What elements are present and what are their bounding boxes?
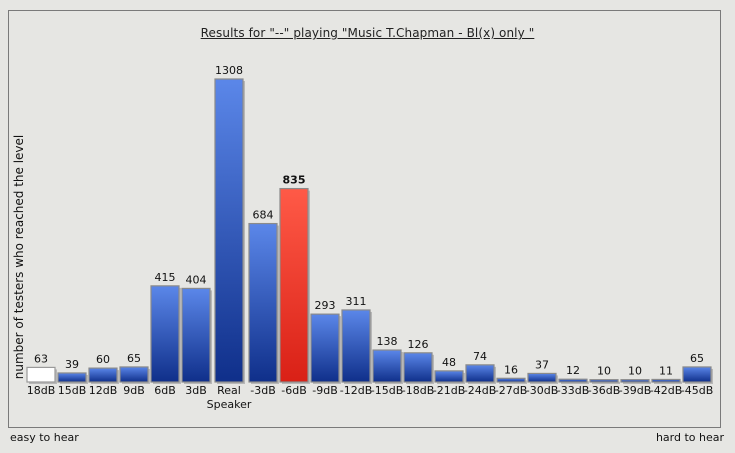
bar-group: 65 9dB xyxy=(119,352,150,397)
easy-to-hear-label: easy to hear xyxy=(10,431,79,444)
bar xyxy=(465,364,495,383)
bar-group: 835 -6dB xyxy=(279,174,310,397)
bar-value-label: 311 xyxy=(346,295,367,308)
bar xyxy=(150,285,180,383)
bar-group: 10 -39dB xyxy=(619,365,652,397)
bar-value-label: 37 xyxy=(535,358,549,371)
bar xyxy=(341,309,371,383)
bar xyxy=(589,379,619,383)
x-tick-label: -6dB xyxy=(281,384,307,397)
bar-value-label: 39 xyxy=(65,358,79,371)
x-tick-label: 3dB xyxy=(185,384,207,397)
bar-value-label: 684 xyxy=(253,209,274,222)
bar-value-label: 11 xyxy=(659,364,673,377)
bar xyxy=(651,378,681,383)
bar xyxy=(310,313,340,383)
bar-group: 404 3dB xyxy=(181,273,212,397)
hard-to-hear-label: hard to hear xyxy=(655,431,724,444)
x-tick-label: -12dB xyxy=(340,384,373,397)
bar-value-label: 293 xyxy=(315,299,336,312)
x-tick-label: -15dB xyxy=(371,384,404,397)
bar-group: 138 -15dB xyxy=(371,335,404,397)
x-tick-label: 15dB xyxy=(58,384,87,397)
bar-value-label: 63 xyxy=(34,352,48,365)
bar-shadow xyxy=(654,381,682,384)
bar-value-label: 415 xyxy=(155,271,176,284)
x-tick-label: -36dB xyxy=(588,384,621,397)
bar-shadow xyxy=(592,381,620,384)
x-tick-label: -30dB xyxy=(526,384,559,397)
bar-group: 63 18dB xyxy=(26,352,57,397)
bar-shadow xyxy=(561,381,589,384)
x-tick-label: 6dB xyxy=(154,384,176,397)
bar-group: 311 -12dB xyxy=(340,295,373,397)
bar xyxy=(527,372,557,383)
bar-value-label: 48 xyxy=(442,356,456,369)
bar-group: 126 -18dB xyxy=(402,338,435,397)
chart-title: Results for "--" playing "Music T.Chapma… xyxy=(200,26,535,40)
bar xyxy=(620,379,650,383)
x-tick-label: 9dB xyxy=(123,384,145,397)
bar-value-label: 12 xyxy=(566,364,580,377)
bar-group: 684 -3dB xyxy=(248,209,279,397)
bar-group: 39 15dB xyxy=(57,358,88,397)
bar xyxy=(682,366,712,383)
x-tick-label: -21dB xyxy=(433,384,466,397)
bar-group: 10 -36dB xyxy=(588,365,621,397)
bar-group: 415 6dB xyxy=(150,271,181,397)
bar-shadow xyxy=(623,381,651,384)
bar-group: 65 -45dB xyxy=(681,352,714,397)
bar-value-label: 74 xyxy=(473,350,487,363)
bar-group: 74 -24dB xyxy=(464,350,497,397)
bar-value-label: 10 xyxy=(597,365,611,378)
bar xyxy=(214,78,244,383)
bar xyxy=(119,366,149,383)
bar xyxy=(558,378,588,383)
bar-value-label: 10 xyxy=(628,365,642,378)
x-tick-label: Speaker xyxy=(207,398,252,411)
x-tick-label: -24dB xyxy=(464,384,497,397)
bar xyxy=(279,187,309,383)
x-tick-label: 18dB xyxy=(27,384,56,397)
bar-group: 12 -33dB xyxy=(557,364,590,397)
bar xyxy=(88,367,118,383)
bar-value-label: 60 xyxy=(96,353,110,366)
bar-value-label: 404 xyxy=(186,273,207,286)
x-tick-label: Real xyxy=(217,384,241,397)
x-tick-label: -42dB xyxy=(650,384,683,397)
x-tick-label: -18dB xyxy=(402,384,435,397)
bar-value-label: 835 xyxy=(283,174,306,187)
bar-value-label: 16 xyxy=(504,363,518,376)
x-tick-label: -33dB xyxy=(557,384,590,397)
bar-value-label: 126 xyxy=(408,338,429,351)
x-tick-label: -3dB xyxy=(250,384,276,397)
bar-value-label: 65 xyxy=(127,352,141,365)
x-tick-label: -45dB xyxy=(681,384,714,397)
bar-group: 37 -30dB xyxy=(526,358,559,397)
bar-group: 16 -27dB xyxy=(495,363,528,397)
bar xyxy=(26,366,56,383)
bar xyxy=(181,287,211,383)
x-tick-label: -39dB xyxy=(619,384,652,397)
bar-value-label: 1308 xyxy=(215,64,243,77)
bar-group: 293 -9dB xyxy=(310,299,341,397)
bar xyxy=(57,372,87,383)
bar-group: 60 12dB xyxy=(88,353,119,397)
x-tick-label: -9dB xyxy=(312,384,338,397)
bar xyxy=(403,352,433,383)
bar-group: 48 -21dB xyxy=(433,356,466,397)
bar xyxy=(372,349,402,383)
bar-value-label: 65 xyxy=(690,352,704,365)
x-tick-label: -27dB xyxy=(495,384,528,397)
bar-value-label: 138 xyxy=(377,335,398,348)
bar xyxy=(434,370,464,383)
bar xyxy=(496,377,526,383)
x-tick-label: 12dB xyxy=(89,384,118,397)
bar xyxy=(248,222,278,383)
bar-group: 11 -42dB xyxy=(650,364,683,397)
